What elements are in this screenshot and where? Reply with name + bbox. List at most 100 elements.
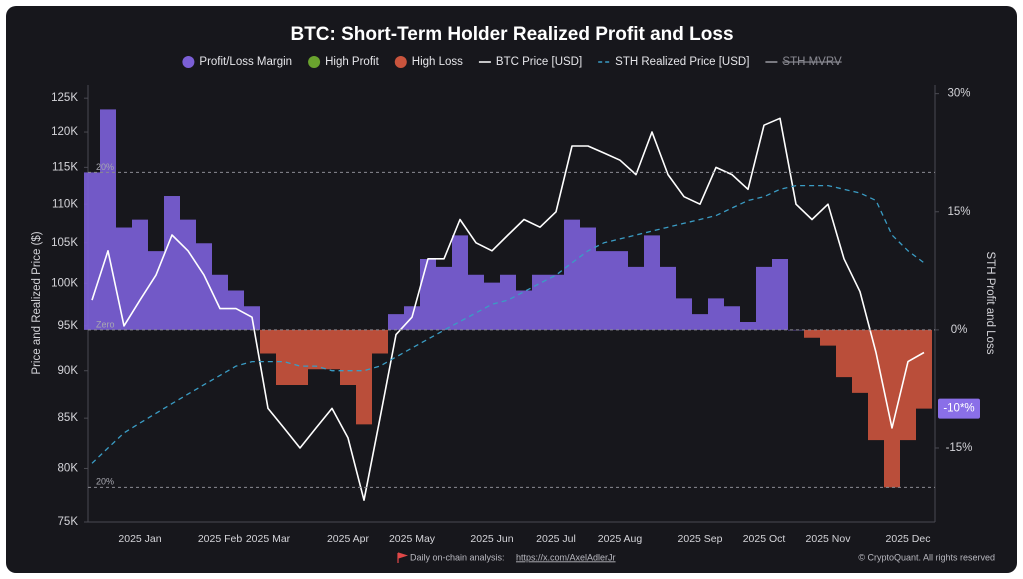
margin-bar (468, 274, 484, 330)
margin-bar (900, 329, 916, 441)
legend-item: High Loss (394, 56, 463, 68)
flag-icon (397, 552, 409, 563)
y2-tick-label: 30% (947, 88, 970, 100)
y-tick-label: 120K (51, 126, 78, 138)
margin-bar (596, 251, 612, 330)
margin-bar (372, 329, 388, 354)
x-tick-label: 2025 Oct (743, 533, 786, 545)
margin-bar (644, 235, 660, 330)
margin-bar (756, 266, 772, 330)
legend-item: Profit/Loss Margin (182, 56, 292, 68)
footer-text: Daily on-chain analysis: (410, 552, 505, 562)
legend-item: High Profit (308, 56, 380, 68)
margin-bar (100, 109, 116, 330)
margin-bar (452, 235, 468, 330)
margin-bar (84, 172, 100, 330)
x-tick-label: 2025 Nov (806, 533, 852, 545)
y2-tick-label: -15% (946, 442, 973, 454)
margin-bar (884, 329, 900, 488)
margin-bar (132, 219, 148, 330)
price-line (91, 184, 925, 464)
y2-tick-label: 0% (951, 324, 968, 336)
y-tick-label: 105K (51, 237, 78, 249)
margin-bar (340, 329, 356, 385)
y-tick-label: 85K (58, 412, 79, 424)
margin-bar (692, 314, 708, 330)
x-tick-label: 2025 Mar (246, 533, 291, 545)
y-tick-label: 75K (58, 516, 79, 528)
y-tick-label: 95K (58, 320, 79, 332)
margin-bar (612, 251, 628, 330)
margin-bar (228, 290, 244, 330)
reference-label: 20% (96, 162, 114, 172)
chart-title: BTC: Short-Term Holder Realized Profit a… (290, 24, 733, 45)
margin-bar (356, 329, 372, 425)
y-tick-label: 90K (58, 365, 79, 377)
reference-label: Zero (96, 319, 115, 329)
margin-bar (852, 329, 868, 393)
margin-bar (548, 274, 564, 330)
legend-swatch (308, 56, 321, 68)
margin-bar (308, 329, 324, 370)
last-value-label: -10*% (943, 403, 974, 415)
last-value-badge (938, 398, 980, 419)
reference-label: 20% (96, 477, 114, 487)
margin-bar (292, 329, 308, 385)
margin-bar (628, 266, 644, 330)
legend-label: High Loss (412, 56, 463, 68)
margin-bar (196, 243, 212, 330)
margin-bar (116, 227, 132, 330)
x-tick-label: 2025 Dec (886, 533, 931, 545)
margin-bar (564, 219, 580, 330)
legend-swatch (394, 56, 407, 68)
margin-bar (740, 322, 756, 330)
legend-item: BTC Price [USD] (478, 56, 582, 68)
footer-link[interactable]: https://x.com/AxelAdlerJr (516, 552, 616, 562)
y-tick-label: 115K (52, 161, 78, 173)
y2-tick-label: 15% (947, 206, 970, 218)
y-axis-title: Price and Realized Price ($) (31, 231, 43, 374)
x-tick-label: 2025 Jul (536, 533, 576, 545)
legend-item: STH MVRV (765, 56, 842, 68)
y-tick-label: 100K (51, 277, 78, 289)
x-tick-label: 2025 Feb (198, 533, 243, 545)
y2-axis-title: STH Profit and Loss (984, 252, 996, 355)
x-tick-label: 2025 Jan (118, 533, 161, 545)
margin-bar (532, 274, 548, 330)
margin-bar (212, 274, 228, 330)
x-tick-label: 2025 Apr (327, 533, 370, 545)
margin-bar (580, 227, 596, 330)
margin-bar (388, 314, 404, 330)
y-tick-label: 110K (52, 198, 78, 210)
x-tick-label: 2025 May (389, 533, 436, 545)
legend-label: Profit/Loss Margin (199, 56, 292, 68)
margin-bar (772, 259, 788, 330)
margin-bar (868, 329, 884, 441)
legend-swatch (182, 56, 195, 68)
margin-bar (148, 251, 164, 330)
margin-bar (276, 329, 292, 385)
legend-label: STH Realized Price [USD] (615, 56, 749, 68)
margin-bar (164, 196, 180, 330)
copyright: © CryptoQuant. All rights reserved (858, 552, 995, 562)
margin-bar (436, 266, 452, 330)
price-line (91, 117, 925, 501)
margin-bar (676, 298, 692, 330)
x-tick-label: 2025 Sep (678, 533, 723, 545)
margin-bar (420, 259, 436, 330)
y-tick-label: 80K (58, 462, 79, 474)
margin-bar (708, 298, 724, 330)
legend-label: BTC Price [USD] (496, 56, 582, 68)
margin-bar (836, 329, 852, 378)
margin-bar (500, 274, 516, 330)
margin-bar (260, 329, 276, 354)
margin-bar (180, 219, 196, 330)
margin-bar (516, 290, 532, 330)
x-tick-label: 2025 Aug (598, 533, 643, 545)
margin-bar (804, 329, 820, 338)
x-tick-label: 2025 Jun (470, 533, 513, 545)
legend-item: STH Realized Price [USD] (598, 56, 749, 68)
margin-bar (484, 282, 500, 330)
